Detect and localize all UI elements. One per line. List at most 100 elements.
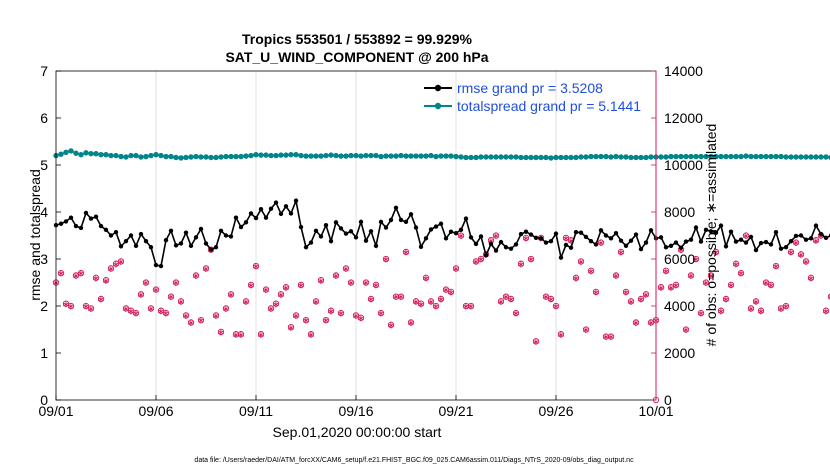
rmse-marker <box>183 230 189 235</box>
obs-possible-marker <box>492 232 500 239</box>
y-tick-label-right: 6000 <box>664 251 695 267</box>
obs-assimilated-marker: ∗ <box>647 318 655 329</box>
obs-possible-marker <box>97 295 105 303</box>
totalspread-marker <box>73 150 79 156</box>
obs-possible-marker <box>772 262 780 270</box>
obs-possible-marker <box>132 309 140 317</box>
rmse-marker <box>408 212 414 217</box>
totalspread-marker <box>538 154 544 161</box>
obs-possible-marker <box>242 298 250 305</box>
obs-possible-marker <box>312 298 320 305</box>
totalspread-marker <box>143 153 149 160</box>
totalspread-marker <box>598 153 604 160</box>
rmse-marker <box>768 242 774 247</box>
obs-assimilated-marker: ∗ <box>407 318 415 329</box>
rmse-marker <box>553 231 559 236</box>
totalspread-marker <box>738 153 744 160</box>
y-tick-label-left: 7 <box>40 63 48 79</box>
obs-assimilated-marker: ∗ <box>132 309 140 320</box>
rmse-marker <box>773 230 779 235</box>
obs-possible-marker <box>722 295 730 303</box>
totalspread-marker <box>323 152 329 159</box>
rmse-marker <box>203 241 209 246</box>
obs-assimilated-marker: ∗ <box>527 255 535 266</box>
obs-assimilated-marker: ∗ <box>322 316 330 327</box>
rmse-marker <box>693 225 699 230</box>
rmse-marker <box>88 216 94 221</box>
obs-possible-marker <box>807 274 815 281</box>
totalspread-marker <box>263 152 269 158</box>
totalspread-marker <box>183 154 189 161</box>
totalspread-marker <box>583 154 589 160</box>
totalspread-marker <box>648 154 654 160</box>
totalspread-marker <box>348 152 354 159</box>
totalspread-marker <box>548 155 554 161</box>
obs-assimilated-marker: ∗ <box>497 297 505 308</box>
rmse-marker <box>658 235 664 240</box>
totalspread-marker <box>513 154 519 160</box>
totalspread-marker <box>243 153 249 159</box>
totalspread-marker <box>413 153 419 159</box>
rmse-marker <box>173 243 179 248</box>
rmse-marker <box>503 245 509 250</box>
obs-assimilated-marker: ∗ <box>117 257 125 268</box>
obs-assimilated-marker: ∗ <box>102 276 110 287</box>
totalspread-marker <box>88 151 94 157</box>
totalspread-marker <box>778 153 784 160</box>
rmse-marker <box>743 240 749 245</box>
legend-totalspread-marker <box>434 102 442 110</box>
x-tick-label: 10/01 <box>638 403 673 419</box>
obs-possible-marker <box>62 300 70 307</box>
obs-possible-marker <box>252 262 260 270</box>
obs-possible-marker <box>617 248 625 256</box>
totalspread-marker <box>208 154 214 161</box>
obs-possible-marker <box>337 309 345 317</box>
obs-assimilated-marker: ∗ <box>707 271 715 282</box>
totalspread-marker <box>308 153 314 159</box>
rmse-marker <box>538 236 544 241</box>
totalspread-marker <box>473 154 479 161</box>
rmse-marker <box>98 223 104 229</box>
rmse-marker <box>238 224 244 230</box>
obs-possible-marker <box>592 288 600 296</box>
obs-assimilated-marker: ∗ <box>417 299 425 310</box>
rmse-marker <box>193 235 199 240</box>
obs-possible-marker <box>162 309 170 317</box>
rmse-marker <box>623 243 629 249</box>
totalspread-marker <box>593 153 599 160</box>
obs-assimilated-marker: ∗ <box>782 302 790 313</box>
obs-possible-marker <box>657 284 665 291</box>
totalspread-marker <box>818 154 824 160</box>
obs-assimilated-marker: ∗ <box>387 320 395 331</box>
totalspread-marker <box>153 151 159 158</box>
rmse-marker <box>428 227 434 232</box>
rmse-marker <box>703 227 709 233</box>
obs-possible-marker <box>522 234 530 242</box>
obs-assimilated-marker: ∗ <box>712 248 720 259</box>
obs-assimilated-marker: ∗ <box>107 264 115 275</box>
obs-possible-marker <box>332 272 340 279</box>
rmse-marker <box>228 234 234 239</box>
totalspread-marker <box>723 153 729 160</box>
y-tick-label-right: 0 <box>664 392 672 408</box>
rmse-marker <box>533 235 539 241</box>
y-tick-label-right: 8000 <box>664 204 695 220</box>
obs-assimilated-marker: ∗ <box>522 233 530 244</box>
rmse-marker <box>483 253 489 258</box>
totalspread-marker <box>743 153 749 159</box>
rmse-marker <box>353 235 359 240</box>
obs-assimilated-marker: ∗ <box>467 302 475 313</box>
y-tick-label-right: 14000 <box>664 63 703 79</box>
obs-possible-marker <box>782 302 790 310</box>
rmse-marker <box>823 235 829 241</box>
obs-possible-marker <box>137 291 145 298</box>
totalspread-marker <box>618 154 624 160</box>
totalspread-marker <box>488 154 494 160</box>
totalspread-marker <box>198 154 204 160</box>
obs-possible-marker <box>272 300 280 307</box>
obs-assimilated-marker: ∗ <box>282 283 290 294</box>
obs-assimilated-marker: ∗ <box>772 262 780 273</box>
obs-assimilated-marker: ∗ <box>767 280 775 291</box>
totalspread-marker <box>813 154 819 160</box>
obs-assimilated-marker: ∗ <box>697 309 705 320</box>
